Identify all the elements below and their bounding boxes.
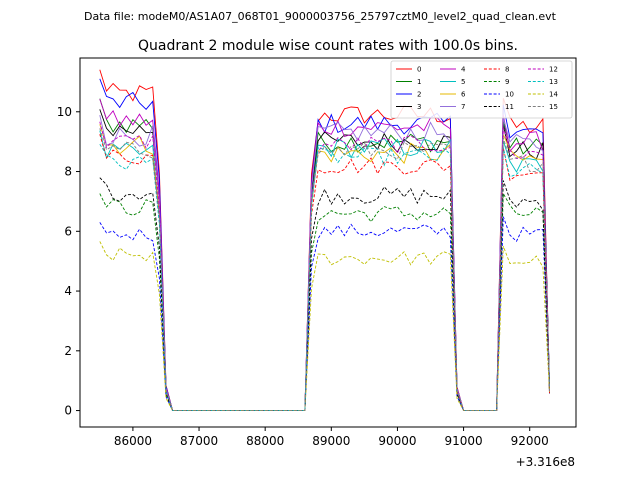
chart-title: Quadrant 2 module wise count rates with … — [138, 38, 518, 54]
legend-label-6: 6 — [461, 91, 466, 99]
y-tick-label: 2 — [64, 344, 72, 358]
legend-label-12: 12 — [549, 66, 558, 74]
series-line-15 — [99, 128, 550, 412]
y-tick-label: 6 — [64, 224, 72, 238]
y-tick-label: 0 — [64, 404, 72, 418]
x-tick-label: 88000 — [246, 434, 284, 448]
legend-label-9: 9 — [505, 78, 509, 86]
x-tick-label: 86000 — [114, 434, 152, 448]
legend-label-0: 0 — [417, 66, 421, 74]
x-tick-label: 91000 — [444, 434, 482, 448]
x-axis: 86000 87000 88000 89000 90000 91000 92000 — [114, 427, 549, 448]
legend-label-11: 11 — [505, 103, 514, 111]
x-tick-label: 87000 — [180, 434, 218, 448]
legend-frame — [390, 60, 573, 119]
figure-suptitle: Data file: modeM0/AS1A07_068T01_90000037… — [84, 10, 557, 23]
legend-label-8: 8 — [505, 66, 509, 74]
legend-label-14: 14 — [549, 91, 558, 99]
y-tick-label: 8 — [64, 165, 72, 179]
y-axis: 0 2 4 6 8 10 — [57, 105, 80, 418]
legend-label-15: 15 — [549, 103, 558, 111]
legend-label-1: 1 — [417, 78, 421, 86]
series-line-10 — [99, 216, 550, 412]
y-tick-label: 4 — [64, 284, 72, 298]
legend-label-4: 4 — [461, 66, 466, 74]
legend-label-5: 5 — [461, 78, 465, 86]
x-tick-label: 92000 — [511, 434, 549, 448]
y-tick-label: 10 — [57, 105, 72, 119]
series-layer — [99, 69, 550, 412]
plot-area — [79, 57, 577, 428]
legend-label-2: 2 — [417, 91, 421, 99]
x-tick-label: 90000 — [378, 434, 416, 448]
x-axis-offset-label: +3.316e8 — [516, 455, 575, 469]
legend-label-3: 3 — [417, 103, 421, 111]
legend-label-10: 10 — [505, 91, 514, 99]
legend-label-7: 7 — [461, 103, 465, 111]
axes-frame — [79, 57, 577, 428]
x-tick-label: 89000 — [312, 434, 350, 448]
legend-label-13: 13 — [549, 78, 558, 86]
